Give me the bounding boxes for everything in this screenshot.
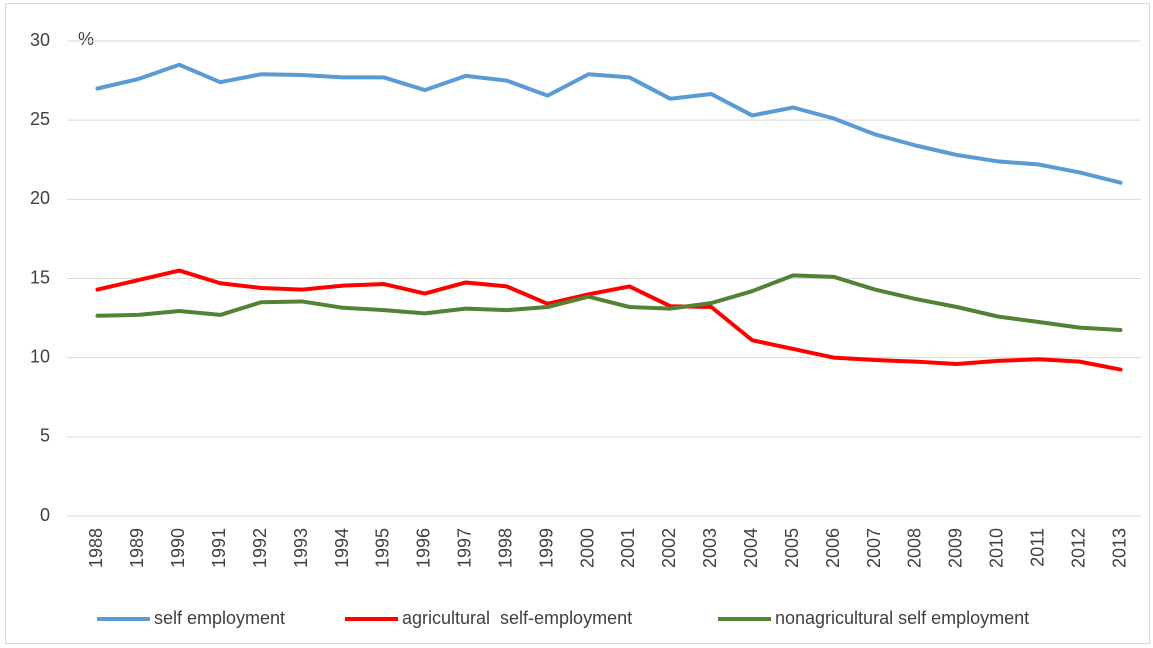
x-tick-label: 2004 (741, 528, 761, 568)
x-tick-label: 1993 (291, 528, 311, 568)
x-tick-label: 2000 (577, 528, 597, 568)
x-tick-label: 1989 (127, 528, 147, 568)
y-tick-label: 15 (30, 267, 50, 287)
x-tick-label: 2010 (987, 528, 1007, 568)
x-tick-label: 2001 (618, 528, 638, 568)
y-tick-label: 5 (40, 426, 50, 446)
x-tick-label: 1994 (332, 528, 352, 568)
legend-label: nonagricultural self employment (775, 608, 1029, 628)
x-tick-label: 2012 (1068, 528, 1088, 568)
chart-border (5, 3, 1150, 644)
x-tick-label: 1997 (455, 528, 475, 568)
y-tick-label: 0 (40, 505, 50, 525)
y-tick-label: 25 (30, 109, 50, 129)
x-tick-label: 1988 (86, 528, 106, 568)
x-tick-label: 1999 (536, 528, 556, 568)
x-tick-label: 1998 (495, 528, 515, 568)
legend-label: self employment (154, 608, 285, 628)
x-tick-label: 2006 (823, 528, 843, 568)
x-tick-label: 1990 (168, 528, 188, 568)
x-tick-label: 1992 (250, 528, 270, 568)
series-line (95, 268, 1123, 372)
x-tick-label: 1991 (209, 528, 229, 568)
x-tick-label: 2013 (1109, 528, 1129, 568)
x-tick-label: 2008 (905, 528, 925, 568)
y-tick-label: 20 (30, 188, 50, 208)
series-line (95, 273, 1123, 332)
x-tick-label: 1996 (414, 528, 434, 568)
x-tick-label: 2003 (700, 528, 720, 568)
x-tick-label: 2011 (1027, 528, 1047, 567)
legend-label: agricultural self-employment (402, 608, 632, 628)
x-tick-label: 2002 (659, 528, 679, 568)
x-tick-label: 2007 (864, 528, 884, 568)
x-tick-label: 2005 (782, 528, 802, 568)
y-axis-label: % (78, 29, 94, 49)
y-tick-label: 30 (30, 30, 50, 50)
series-line (95, 62, 1123, 185)
x-tick-label: 1995 (373, 528, 393, 568)
x-tick-label: 2009 (946, 528, 966, 568)
y-tick-label: 10 (30, 346, 50, 366)
